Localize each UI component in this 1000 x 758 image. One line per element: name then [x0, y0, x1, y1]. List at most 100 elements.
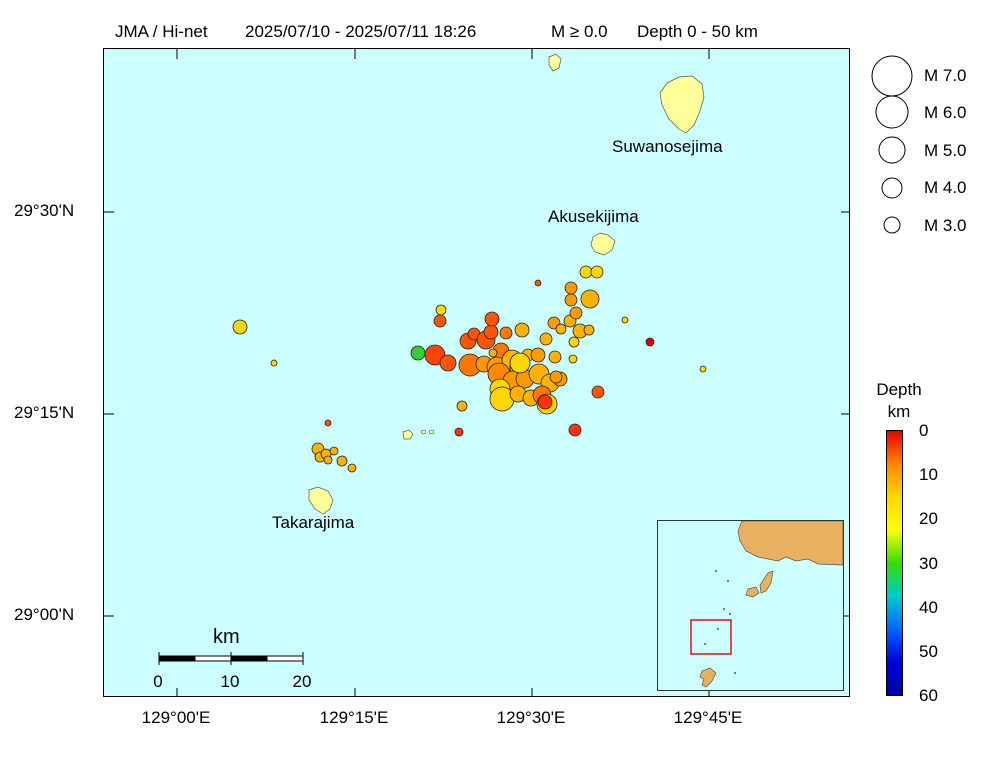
quake-marker	[336, 455, 348, 467]
quake-marker	[569, 306, 583, 320]
depth-legend-title-line1: Depth	[876, 380, 922, 399]
mag-legend-circle-7	[871, 55, 913, 97]
magnitude-legend	[871, 55, 913, 234]
inset-yakushima	[745, 586, 760, 598]
mag-legend-label-7: M 7.0	[924, 66, 967, 85]
scale-bar	[158, 652, 304, 665]
header-period: 2025/07/10 - 2025/07/11 18:26	[245, 22, 477, 41]
quake-marker	[347, 463, 357, 473]
quake-marker	[590, 265, 604, 279]
quake-marker	[509, 352, 531, 374]
mag-legend-label-5: M 5.0	[924, 141, 967, 160]
quake-marker	[324, 419, 332, 427]
map-canvas	[104, 49, 849, 696]
quake-marker	[534, 279, 542, 287]
takarajima-island	[308, 486, 334, 515]
inset-tanegashima	[759, 570, 774, 594]
inset-islet	[727, 580, 729, 582]
quake-marker	[568, 354, 578, 364]
scale-label-20: 20	[292, 672, 312, 691]
quake-marker	[583, 324, 595, 336]
scale-label-0: 0	[153, 672, 163, 691]
quake-marker	[499, 326, 513, 340]
depth-tick-40: 40	[919, 598, 938, 617]
suwanosejima-island	[659, 75, 705, 134]
islet-north	[548, 53, 562, 72]
quake-marker	[484, 311, 500, 327]
quake-marker	[530, 347, 546, 363]
inset-amami	[699, 667, 717, 688]
header-depth: Depth 0 - 50 km	[637, 22, 758, 41]
inset-map[interactable]	[657, 520, 844, 691]
quake-marker	[439, 354, 457, 372]
quake-marker	[568, 423, 582, 437]
quake-marker	[232, 319, 248, 335]
header-source: JMA / Hi-net	[115, 22, 208, 41]
quake-marker	[454, 427, 464, 437]
quake-marker	[323, 455, 333, 465]
mag-legend-circle-6	[875, 95, 909, 129]
quake-marker	[549, 370, 563, 384]
quake-marker	[514, 322, 530, 338]
scale-label-10: 10	[220, 672, 240, 691]
mag-legend-label-6: M 6.0	[924, 103, 967, 122]
kodakarajima-island	[402, 429, 414, 440]
quake-marker	[329, 446, 339, 456]
mag-legend-circle-4	[881, 177, 903, 199]
depth-colorbar	[886, 430, 903, 696]
inset-canvas	[690, 520, 844, 688]
akusekijima-island	[590, 232, 616, 256]
place-akusekijima: Akusekijima	[548, 207, 639, 226]
mag-legend-label-4: M 4.0	[924, 178, 967, 197]
depth-tick-20: 20	[919, 509, 938, 528]
quake-marker	[645, 337, 655, 347]
header-magnitude: M ≥ 0.0	[551, 22, 608, 41]
depth-tick-0: 0	[919, 421, 929, 440]
inset-islet	[704, 643, 706, 645]
quake-marker	[564, 293, 578, 307]
depth-legend-title: Depth km	[871, 379, 927, 423]
depth-tick-10: 10	[919, 465, 938, 484]
quake-marker	[483, 324, 499, 340]
quake-marker	[270, 359, 278, 367]
lon-label-2: 129°15'E	[319, 708, 389, 727]
quake-marker	[433, 314, 447, 328]
inset-islet	[723, 608, 725, 610]
islet-small-1	[420, 429, 427, 435]
quake-marker	[410, 345, 426, 361]
quake-marker	[591, 385, 605, 399]
map-area[interactable]	[103, 48, 850, 697]
inset-region-box	[690, 619, 732, 655]
quake-marker	[424, 344, 446, 366]
lat-label-1: 29°30'N	[14, 201, 75, 220]
earthquake-markers	[232, 265, 707, 473]
inset-islet	[729, 613, 731, 615]
inset-islet	[715, 570, 717, 572]
lon-label-4: 129°45'E	[673, 708, 743, 727]
place-takarajima: Takarajima	[272, 513, 355, 532]
quake-marker	[555, 323, 567, 335]
inset-kyushu	[737, 520, 844, 566]
inset-islet	[717, 628, 719, 630]
quake-marker	[539, 332, 553, 346]
lat-label-3: 29°00'N	[14, 605, 75, 624]
islet-small-2	[428, 429, 435, 435]
depth-tick-30: 30	[919, 554, 938, 573]
lat-label-2: 29°15'N	[14, 403, 75, 422]
quake-marker	[488, 348, 498, 358]
quake-marker	[699, 365, 707, 373]
quake-marker	[580, 289, 600, 309]
quake-marker	[548, 350, 562, 364]
lon-label-1: 129°00'E	[141, 708, 211, 727]
quake-marker	[568, 336, 580, 348]
inset-islet	[734, 672, 736, 674]
quake-marker	[564, 281, 578, 295]
depth-tick-50: 50	[919, 642, 938, 661]
quake-marker	[537, 394, 553, 410]
quake-marker	[456, 400, 468, 412]
quake-marker	[435, 304, 447, 316]
quake-marker	[621, 316, 629, 324]
scale-unit: km	[213, 626, 240, 648]
depth-tick-60: 60	[919, 686, 938, 705]
place-suwanosejima: Suwanosejima	[612, 137, 723, 156]
